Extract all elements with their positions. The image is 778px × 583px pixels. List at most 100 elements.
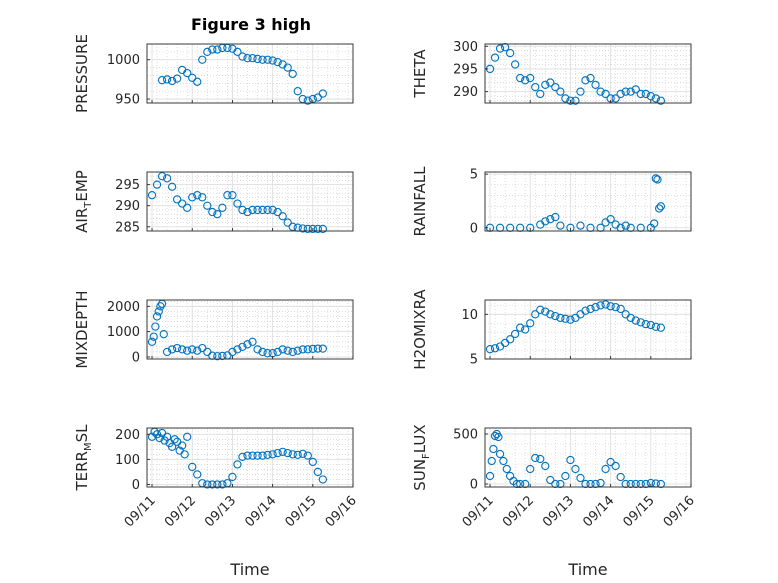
plot-area bbox=[485, 428, 691, 487]
data-point bbox=[616, 89, 625, 99]
data-point bbox=[505, 48, 515, 58]
data-point bbox=[288, 347, 297, 357]
data-point bbox=[172, 343, 182, 353]
data-point bbox=[566, 96, 575, 105]
data-point bbox=[499, 456, 508, 466]
data-point bbox=[243, 54, 252, 63]
data-point bbox=[561, 314, 570, 323]
data-point bbox=[228, 191, 237, 200]
data-point bbox=[536, 454, 545, 464]
data-point bbox=[238, 452, 247, 462]
data-point bbox=[556, 313, 565, 323]
data-point bbox=[601, 464, 610, 474]
data-point bbox=[566, 315, 575, 324]
data-series bbox=[485, 429, 666, 489]
data-point bbox=[213, 45, 222, 54]
data-point bbox=[490, 431, 500, 441]
data-point bbox=[253, 205, 262, 215]
data-point bbox=[631, 316, 640, 325]
axes-box bbox=[484, 43, 692, 104]
data-point bbox=[293, 450, 302, 460]
data-point bbox=[611, 461, 620, 471]
data-point bbox=[283, 448, 292, 458]
x-axis-label: Time bbox=[567, 560, 607, 579]
data-point bbox=[611, 94, 620, 103]
data-point bbox=[636, 318, 645, 327]
grid bbox=[146, 300, 354, 359]
data-point bbox=[586, 479, 595, 489]
y-tick-label: 300 bbox=[453, 40, 478, 55]
data-point bbox=[218, 480, 227, 489]
data-point bbox=[571, 96, 580, 105]
y-axis-label: MIXDEPTH bbox=[73, 290, 91, 368]
data-point bbox=[641, 319, 650, 329]
subplot-h2omixra: 5 10 H2OMIXRA bbox=[411, 289, 692, 370]
data-series bbox=[147, 172, 328, 234]
data-point bbox=[626, 479, 635, 489]
y-tick-label: 100 bbox=[115, 453, 140, 468]
data-point bbox=[541, 307, 550, 316]
y-tick-label: 295 bbox=[115, 178, 140, 193]
data-point bbox=[183, 68, 192, 78]
data-series bbox=[147, 427, 328, 489]
axes-box bbox=[146, 171, 354, 232]
data-point bbox=[546, 78, 555, 87]
data-point bbox=[531, 310, 540, 319]
y-tick-label: 1000 bbox=[107, 53, 140, 68]
data-point bbox=[303, 96, 312, 105]
data-point bbox=[308, 344, 317, 354]
data-point bbox=[208, 45, 217, 54]
data-point bbox=[656, 323, 666, 332]
data-point bbox=[228, 347, 237, 357]
data-point bbox=[218, 203, 227, 212]
x-axis-label: Time bbox=[229, 560, 269, 579]
subplot-rainfall: 0 5 RAINFALL bbox=[411, 166, 692, 236]
data-point bbox=[551, 212, 560, 222]
data-point bbox=[167, 442, 177, 451]
data-point bbox=[313, 344, 322, 353]
data-point bbox=[178, 441, 187, 450]
data-point bbox=[581, 479, 590, 489]
data-point bbox=[172, 195, 182, 204]
data-point bbox=[541, 217, 550, 226]
data-point bbox=[213, 209, 222, 219]
data-point bbox=[213, 352, 222, 361]
data-point bbox=[581, 306, 590, 315]
data-point bbox=[193, 470, 202, 479]
x-tick-label: 09/11 bbox=[460, 493, 497, 530]
data-point bbox=[167, 345, 177, 354]
data-point bbox=[650, 219, 659, 228]
data-point bbox=[268, 450, 277, 459]
y-tick-label: 10 bbox=[461, 308, 478, 323]
data-point bbox=[208, 480, 217, 489]
data-point bbox=[655, 204, 664, 213]
data-point bbox=[596, 301, 605, 310]
data-point bbox=[505, 335, 515, 344]
data-point bbox=[318, 475, 328, 484]
x-tick-label: 09/16 bbox=[661, 493, 698, 530]
data-point bbox=[581, 76, 590, 85]
x-tick-label: 09/13 bbox=[202, 493, 239, 530]
data-point bbox=[283, 218, 292, 227]
data-point bbox=[183, 203, 192, 212]
data-point bbox=[147, 191, 157, 200]
data-point bbox=[606, 215, 615, 224]
data-point bbox=[223, 191, 232, 200]
data-point bbox=[494, 432, 503, 442]
subplot-air: 285 290 295 AIRTEMP bbox=[73, 170, 354, 235]
data-point bbox=[258, 205, 267, 215]
data-point bbox=[253, 54, 262, 64]
data-point bbox=[258, 347, 267, 357]
y-tick-label: 500 bbox=[453, 428, 478, 443]
data-point bbox=[611, 303, 620, 312]
data-point bbox=[283, 346, 292, 355]
data-point bbox=[651, 94, 660, 103]
data-point bbox=[243, 451, 252, 460]
data-point bbox=[303, 224, 312, 234]
data-point bbox=[248, 54, 257, 63]
y-axis-label: AIRTEMP bbox=[73, 170, 94, 233]
data-point bbox=[651, 174, 660, 183]
data-point bbox=[157, 172, 167, 181]
y-tick-label: 0 bbox=[132, 350, 140, 365]
